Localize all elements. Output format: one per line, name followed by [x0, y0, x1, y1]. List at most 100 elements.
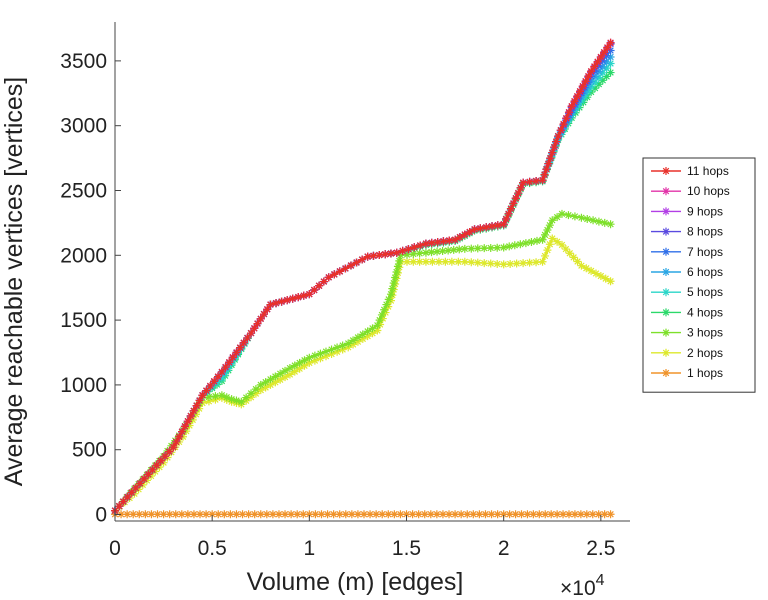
point-1-hops	[475, 510, 484, 519]
point-11-hops	[482, 223, 491, 232]
point-11-hops	[228, 353, 237, 362]
point-11-hops	[502, 215, 511, 224]
point-2-hops	[525, 258, 534, 267]
point-4-hops	[583, 93, 592, 102]
point-1-hops	[153, 510, 162, 519]
point-6-hops	[602, 57, 611, 66]
point-11-hops	[476, 224, 485, 233]
point-1-hops	[196, 510, 205, 519]
point-1-hops	[606, 510, 615, 519]
x-axis-title: Volume (m) [edges]	[247, 568, 464, 596]
point-3-hops	[316, 349, 325, 358]
point-3-hops	[353, 333, 362, 342]
point-1-hops	[238, 510, 247, 519]
point-11-hops	[532, 176, 541, 185]
y-axis-title: Average reachable vertices [vertices]	[0, 77, 28, 486]
legend-label-3-hops: 3 hops	[687, 326, 723, 340]
point-2-hops	[295, 364, 304, 373]
point-3-hops	[377, 310, 386, 319]
point-11-hops	[305, 290, 314, 299]
point-1-hops	[347, 510, 356, 519]
point-11-hops	[514, 189, 523, 198]
point-11-hops	[243, 333, 252, 342]
point-11-hops	[488, 222, 497, 231]
point-1-hops	[159, 510, 168, 519]
point-3-hops	[594, 217, 603, 226]
point-1-hops	[372, 510, 381, 519]
point-11-hops	[206, 381, 215, 390]
point-2-hops	[281, 373, 290, 382]
point-1-hops	[299, 510, 308, 519]
y-tick-label: 3500	[60, 50, 107, 73]
point-11-hops	[451, 235, 460, 244]
point-3-hops	[222, 393, 231, 402]
point-11-hops	[470, 225, 479, 234]
legend-label-7-hops: 7 hops	[687, 245, 723, 259]
point-11-hops	[509, 199, 518, 208]
point-11-hops	[511, 194, 520, 203]
point-11-hops	[119, 497, 128, 506]
point-1-hops	[208, 510, 217, 519]
point-1-hops	[487, 510, 496, 519]
legend-marker-4-hops	[662, 308, 670, 317]
point-11-hops	[404, 245, 413, 254]
point-1-hops	[323, 510, 332, 519]
point-3-hops	[505, 242, 514, 251]
point-3-hops	[527, 237, 536, 246]
point-1-hops	[505, 510, 514, 519]
point-3-hops	[227, 395, 236, 404]
point-11-hops	[596, 52, 605, 61]
series-1-hops	[111, 510, 615, 519]
point-2-hops	[428, 257, 437, 266]
series-4-hops	[111, 68, 615, 515]
point-1-hops	[171, 510, 180, 519]
point-3-hops	[261, 378, 270, 387]
point-11-hops	[352, 258, 361, 267]
point-1-hops	[576, 510, 585, 519]
point-11-hops	[375, 251, 384, 260]
point-2-hops	[441, 257, 450, 266]
point-11-hops	[460, 230, 469, 239]
point-7-hops	[594, 62, 603, 71]
point-3-hops	[510, 241, 519, 250]
point-1-hops	[426, 510, 435, 519]
point-5-hops	[594, 73, 603, 82]
point-3-hops	[493, 243, 502, 252]
x-tick-label: 2	[498, 537, 510, 560]
point-3-hops	[310, 351, 319, 360]
point-2-hops	[606, 277, 615, 286]
point-11-hops	[148, 465, 157, 474]
point-1-hops	[262, 510, 271, 519]
point-11-hops	[131, 483, 140, 492]
point-3-hops	[349, 336, 358, 345]
point-11-hops	[324, 273, 333, 282]
point-11-hops	[358, 255, 367, 264]
point-11-hops	[398, 246, 407, 255]
point-3-hops	[460, 244, 469, 253]
point-11-hops	[288, 294, 297, 303]
point-3-hops	[589, 216, 598, 225]
point-2-hops	[553, 237, 562, 246]
point-11-hops	[381, 250, 390, 259]
legend-marker-10-hops	[662, 187, 670, 196]
point-3-hops	[281, 366, 290, 375]
point-5-hops	[598, 68, 607, 77]
point-2-hops	[409, 257, 418, 266]
point-11-hops	[606, 38, 615, 47]
point-11-hops	[581, 77, 590, 86]
point-4-hops	[606, 68, 615, 77]
point-3-hops	[606, 220, 615, 229]
point-1-hops	[123, 510, 132, 519]
y-tick-label: 500	[72, 439, 107, 462]
point-5-hops	[580, 92, 589, 101]
point-1-hops	[366, 510, 375, 519]
x-tick-label: 0.5	[198, 537, 227, 560]
point-11-hops	[214, 372, 222, 381]
point-11-hops	[180, 422, 189, 431]
point-11-hops	[315, 281, 324, 290]
series-line-7-hops	[114, 50, 612, 512]
point-3-hops	[368, 324, 377, 333]
point-2-hops	[519, 259, 528, 268]
point-11-hops	[465, 227, 474, 236]
point-3-hops	[409, 250, 418, 259]
